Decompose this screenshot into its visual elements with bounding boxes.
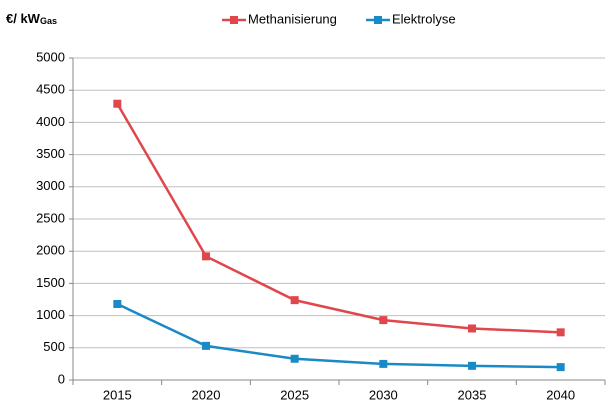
y-axis-label: €/ kWGas [6,11,57,26]
y-tick-label: 0 [58,371,65,386]
x-tick-label: 2035 [458,387,487,401]
data-point [113,99,122,108]
data-point [202,252,210,261]
y-tick-label: 3000 [36,178,65,193]
y-label-subscript: Gas [40,16,57,26]
data-point [290,296,299,305]
y-tick-label: 1500 [36,275,65,290]
x-tick-label: 2030 [369,387,398,401]
data-point [468,324,476,333]
x-tick-label: 2025 [280,387,309,401]
x-tick-label: 2020 [192,387,221,401]
y-tick-label: 4000 [36,114,65,129]
data-point [379,316,388,325]
legend-label: Elektrolyse [392,11,456,26]
y-tick-label: 5000 [36,49,65,64]
series-line [116,103,561,334]
y-tick-label: 500 [43,339,65,354]
legend-marker [230,16,238,24]
x-tick-label: 2040 [546,387,575,401]
x-tick-label: 2015 [103,387,132,401]
data-point [379,359,388,368]
data-point [290,354,299,363]
data-point [556,363,565,372]
y-tick-label: 2500 [36,210,65,225]
y-label-main: €/ kW [6,11,41,26]
data-point [202,341,210,350]
series-line [116,302,561,369]
y-tick-label: 2000 [36,243,65,258]
y-tick-label: 3500 [36,146,65,161]
data-point [113,300,122,309]
data-point [468,361,476,370]
data-point [556,328,565,337]
y-tick-label: 4500 [36,82,65,97]
y-tick-label: 1000 [36,307,65,322]
legend-marker [374,16,382,24]
legend-label: Methanisierung [248,11,337,26]
